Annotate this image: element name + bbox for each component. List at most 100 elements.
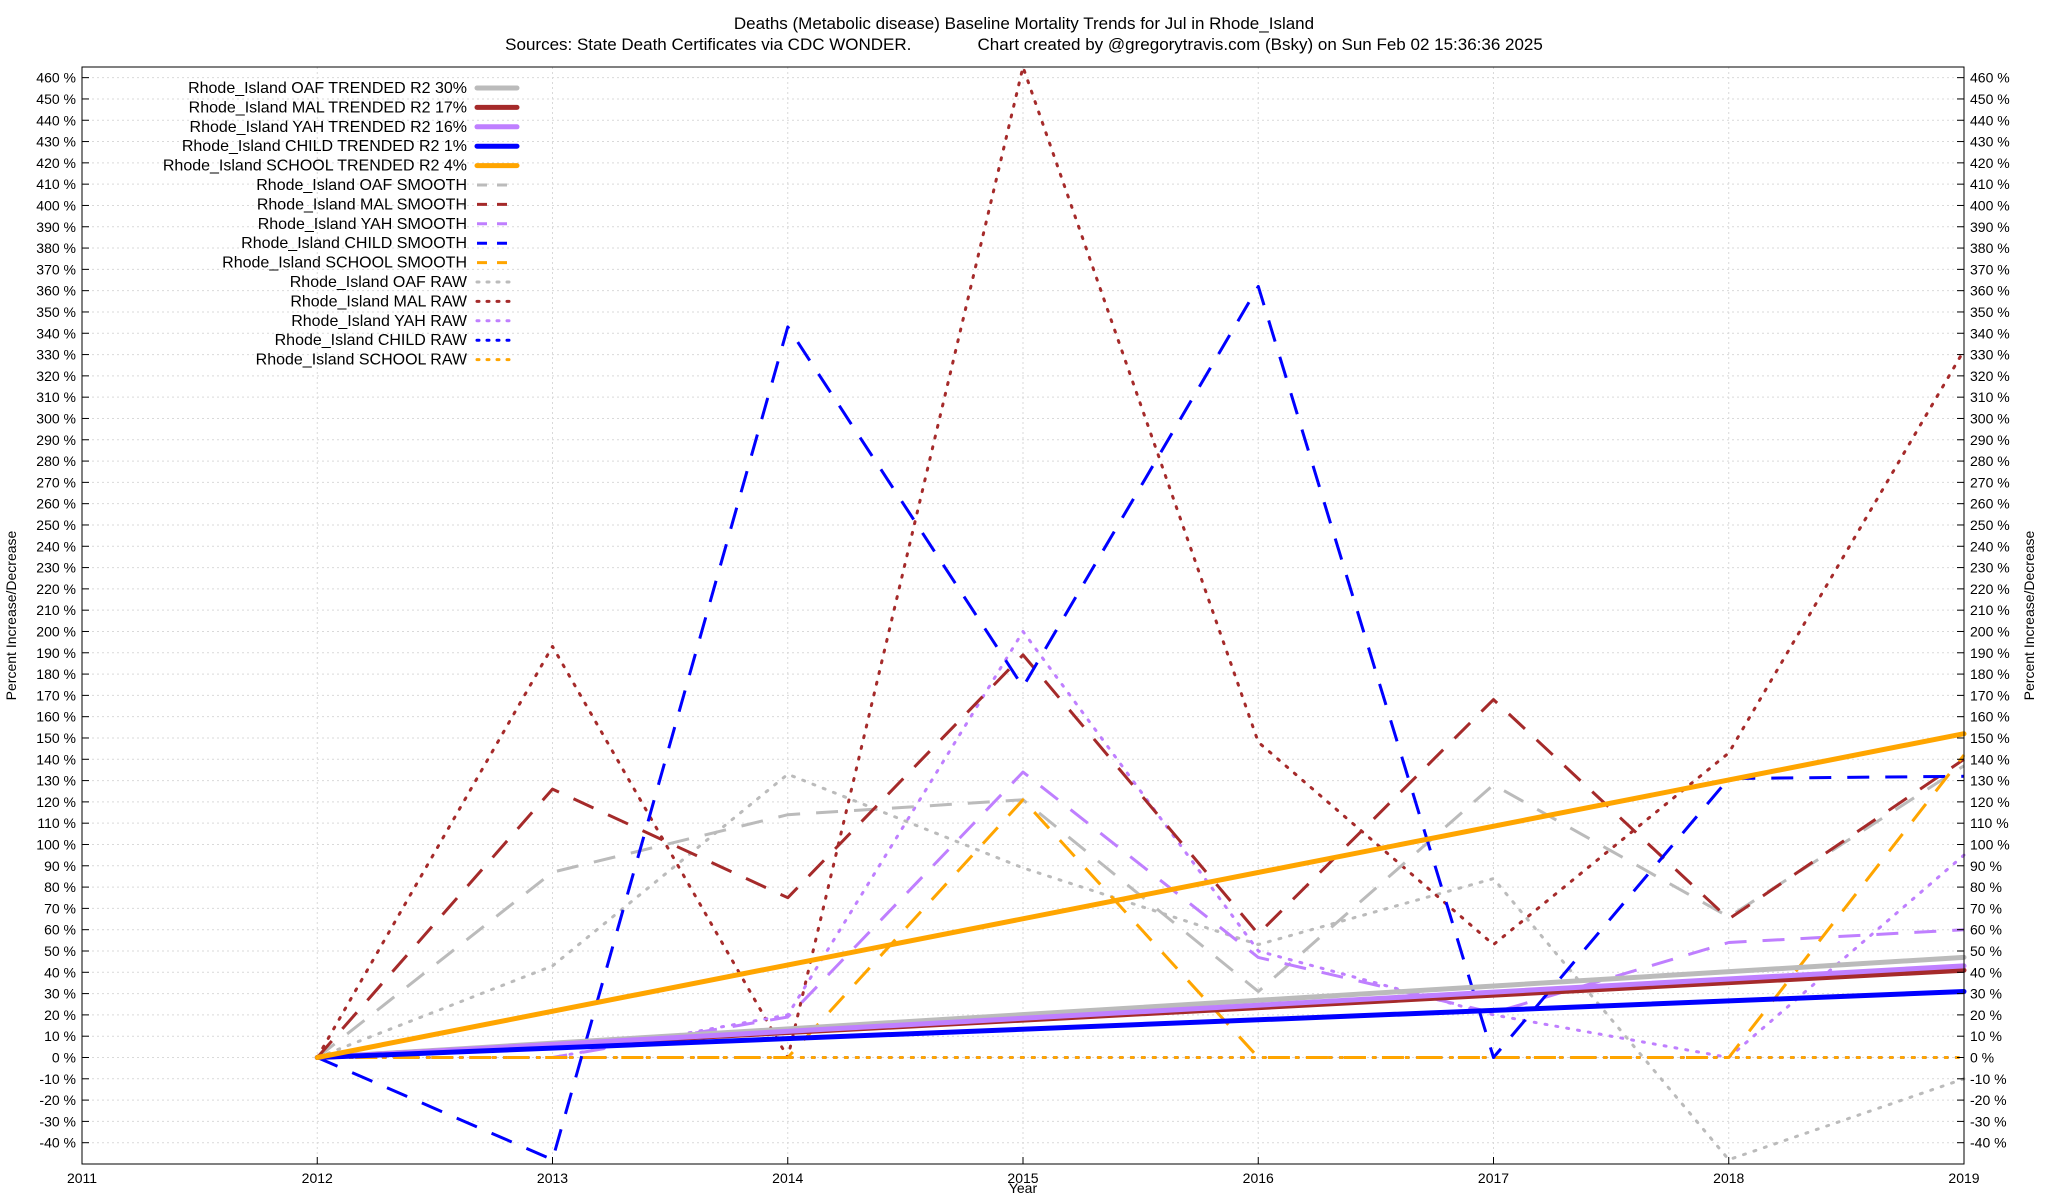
y2-tick-label: 430 % [1970,134,2010,150]
y-tick-label: 200 % [36,623,76,639]
y2-tick-label: 70 % [1970,900,2002,916]
y2-tick-label: 380 % [1970,240,2010,256]
y-tick-label: 450 % [36,91,76,107]
x-tick-label: 2017 [1478,1170,1509,1186]
y2-tick-label: 350 % [1970,304,2010,320]
series-line-7 [317,770,1965,1059]
y2-tick-label: 100 % [1970,836,2010,852]
y-tick-label: 270 % [36,474,76,490]
y2-tick-label: 20 % [1970,1007,2002,1023]
series-line-9 [317,754,1966,1059]
y-tick-label: 430 % [36,134,76,150]
legend-label: Rhode_Island OAF RAW [290,274,468,291]
x-tick-label: 2018 [1713,1170,1744,1186]
y-tick-label: 290 % [36,432,76,448]
y-tick-label: 0 % [52,1049,76,1065]
legend-label: Rhode_Island CHILD TRENDED R2 1% [182,138,467,155]
series-line-12 [315,630,1966,1059]
x-tick-label: 2016 [1243,1170,1274,1186]
legend: Rhode_Island OAF TRENDED R2 30% Rhode_Isl… [163,80,520,369]
y2-tick-label: -20 % [1970,1092,2007,1108]
x-tick-label: 2014 [772,1170,803,1186]
y2-tick-label: 450 % [1970,91,2010,107]
y2-tick-label: 160 % [1970,709,2010,725]
y-tick-label: 300 % [36,410,76,426]
y-tick-label: 260 % [36,496,76,512]
y-tick-label: 100 % [36,836,76,852]
y-tick-label: 330 % [36,347,76,363]
y2-tick-label: 80 % [1970,879,2002,895]
y2-tick-label: 260 % [1970,496,2010,512]
y-tick-label: 190 % [36,645,76,661]
y2-tick-label: 280 % [1970,453,2010,469]
y2-tick-label: 130 % [1970,773,2010,789]
chart-subtitle: Sources: State Death Certificates via CD… [505,35,1543,54]
chart-title: Deaths (Metabolic disease) Baseline Mort… [733,14,1315,33]
y-tick-label: 350 % [36,304,76,320]
legend-label: Rhode_Island CHILD RAW [275,332,468,349]
y2-tick-label: 340 % [1970,325,2010,341]
y2-tick-label: 90 % [1970,858,2002,874]
y-tick-label: 310 % [36,389,76,405]
y-tick-label: 110 % [37,815,76,831]
y2-axis-title: Percent Increase/Decrease [2021,530,2037,700]
x-tick-label: 2012 [302,1170,333,1186]
series-line-3 [314,989,1967,1060]
series-line-4 [314,731,1967,1060]
y2-tick-label: -10 % [1970,1071,2007,1087]
y-tick-label: 420 % [36,155,76,171]
y2-tick-label: 360 % [1970,283,2010,299]
y-tick-label: 20 % [44,1007,76,1023]
legend-label: Rhode_Island OAF TRENDED R2 30% [188,80,467,97]
y2-tick-label: 180 % [1970,666,2010,682]
y2-tick-label: 240 % [1970,538,2010,554]
y-tick-label: 10 % [44,1028,76,1044]
grid [81,67,1965,1164]
series-line-10 [315,772,1966,1162]
y-tick-label: 360 % [36,283,76,299]
y2-tick-label: 60 % [1970,922,2002,938]
y-tick-label: -20 % [39,1092,76,1108]
y2-tick-label: 190 % [1970,645,2010,661]
legend-label: Rhode_Island MAL RAW [290,293,468,310]
y2-tick-label: 310 % [1970,389,2010,405]
y2-tick-label: 400 % [1970,197,2010,213]
y2-tick-label: 410 % [1970,176,2010,192]
y2-tick-label: 330 % [1970,347,2010,363]
y2-tick-label: 460 % [1970,70,2010,86]
y-tick-label: 370 % [36,261,76,277]
series-line-2 [314,963,1967,1060]
y-tick-label: -40 % [39,1135,76,1151]
y-tick-label: 390 % [36,219,76,235]
y-tick-label: 130 % [36,773,76,789]
y2-tick-label: 250 % [1970,517,2010,533]
y2-tick-label: 320 % [1970,368,2010,384]
y2-tick-label: 200 % [1970,623,2010,639]
series-line-6 [316,653,1965,1059]
y2-tick-label: 370 % [1970,261,2010,277]
y2-tick-label: 230 % [1970,560,2010,576]
series-line-11 [315,65,1966,1059]
legend-label: Rhode_Island MAL TRENDED R2 17% [189,99,467,116]
y-tick-label: 250 % [36,517,76,533]
y-tick-label: 280 % [36,453,76,469]
y2-tick-label: 220 % [1970,581,2010,597]
axes: -40 % -40 % -30 % -30 % -20 % -20 % -10 % -10 %… [36,70,2009,1186]
legend-label: Rhode_Island SCHOOL TRENDED R2 4% [163,158,467,175]
y-tick-label: 80 % [44,879,76,895]
y2-tick-label: -30 % [1970,1113,2007,1129]
y-tick-label: 240 % [36,538,76,554]
legend-label: Rhode_Island MAL SMOOTH [257,196,467,213]
legend-label: Rhode_Island YAH TRENDED R2 16% [190,119,467,136]
legend-label: Rhode_Island SCHOOL RAW [256,352,468,369]
y2-tick-label: 270 % [1970,474,2010,490]
y2-tick-label: 300 % [1970,410,2010,426]
y-axis-title: Percent Increase/Decrease [3,530,19,700]
y-tick-label: 150 % [36,730,76,746]
y-tick-label: -30 % [39,1113,76,1129]
y2-tick-label: 440 % [1970,112,2010,128]
y2-tick-label: -40 % [1970,1135,2007,1151]
y-tick-label: 380 % [36,240,76,256]
y-tick-label: 340 % [36,325,76,341]
legend-label: Rhode_Island CHILD SMOOTH [241,235,467,252]
